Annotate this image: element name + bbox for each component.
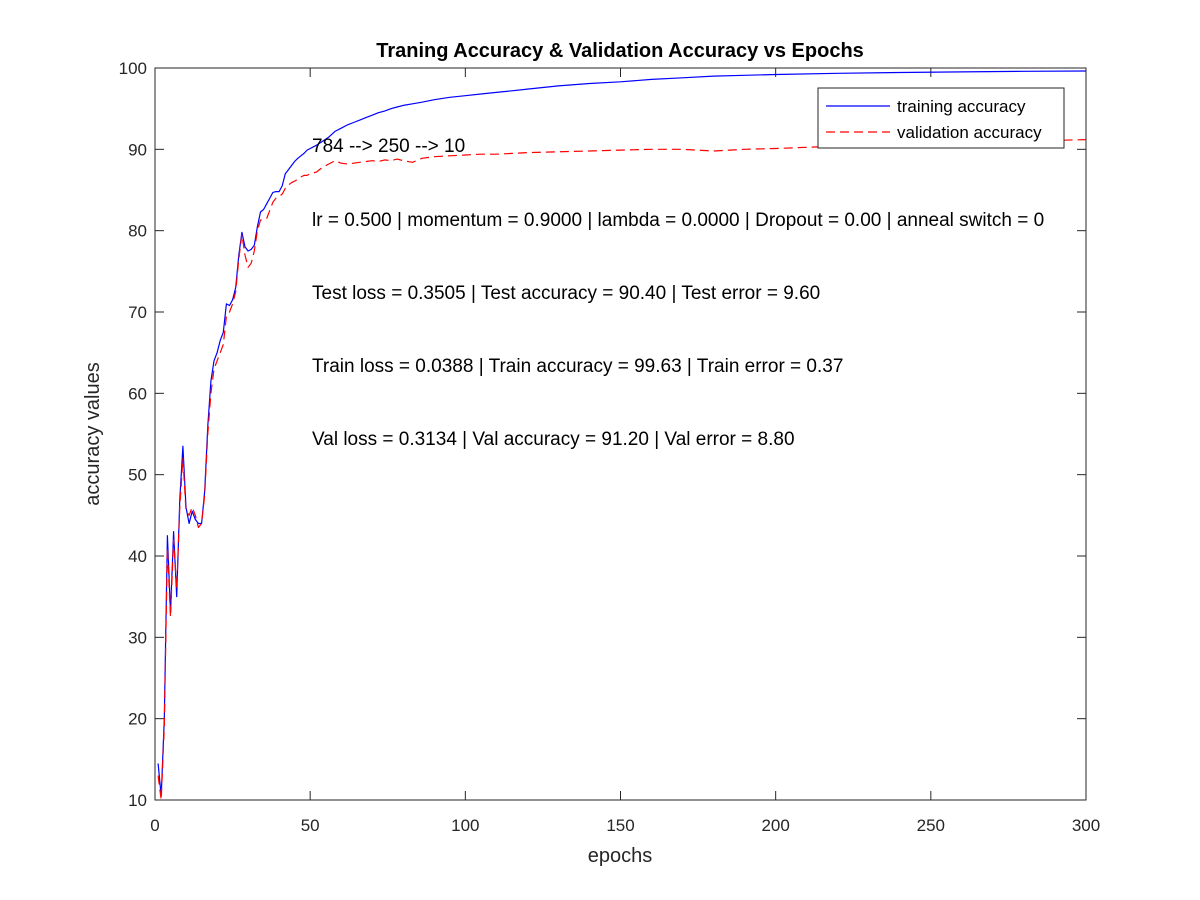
- legend-label-validation: validation accuracy: [897, 123, 1042, 142]
- annotation-val-metrics: Val loss = 0.3134 | Val accuracy = 91.20…: [312, 429, 795, 450]
- x-tick-label-4: 200: [761, 816, 789, 835]
- legend: training accuracy validation accuracy: [817, 87, 1065, 149]
- series-lines: [157, 70, 1087, 801]
- y-tick-label-8: 90: [128, 140, 147, 159]
- x-tick-label-0: 0: [150, 816, 159, 835]
- annotation-train-metrics: Train loss = 0.0388 | Train accuracy = 9…: [312, 356, 843, 377]
- y-tick-label-1: 20: [128, 710, 147, 729]
- validation-accuracy-line: [157, 139, 1087, 801]
- y-tick-label-5: 60: [128, 384, 147, 403]
- x-tick-label-6: 300: [1072, 816, 1100, 835]
- y-tick-label-0: 10: [128, 791, 147, 810]
- axis-ticks: 0 50 100 150 200 250 300 10 20 30 40 50 60 70 80 90 100: [119, 59, 1101, 835]
- annotation-architecture: 784 --> 250 --> 10: [312, 136, 465, 157]
- y-tick-label-6: 70: [128, 303, 147, 322]
- chart-title: Traning Accuracy & Validation Accuracy v…: [376, 40, 864, 62]
- y-tick-label-9: 100: [119, 59, 147, 78]
- x-axis-title: epochs: [588, 845, 653, 867]
- x-tick-label-1: 50: [301, 816, 320, 835]
- x-tick-label-5: 250: [917, 816, 945, 835]
- y-tick-label-2: 30: [128, 628, 147, 647]
- annotation-test-metrics: Test loss = 0.3505 | Test accuracy = 90.…: [312, 283, 820, 304]
- legend-box: [817, 87, 1065, 149]
- y-tick-label-3: 40: [128, 547, 147, 566]
- y-axis-title: accuracy values: [82, 362, 104, 505]
- y-tick-label-7: 80: [128, 222, 147, 241]
- y-tick-label-4: 50: [128, 466, 147, 485]
- annotation-hyperparameters: lr = 0.500 | momentum = 0.9000 | lambda …: [312, 210, 1044, 231]
- plot-area: [154, 67, 1087, 801]
- legend-label-training: training accuracy: [897, 97, 1026, 116]
- x-tick-label-2: 100: [451, 816, 479, 835]
- x-tick-label-3: 150: [606, 816, 634, 835]
